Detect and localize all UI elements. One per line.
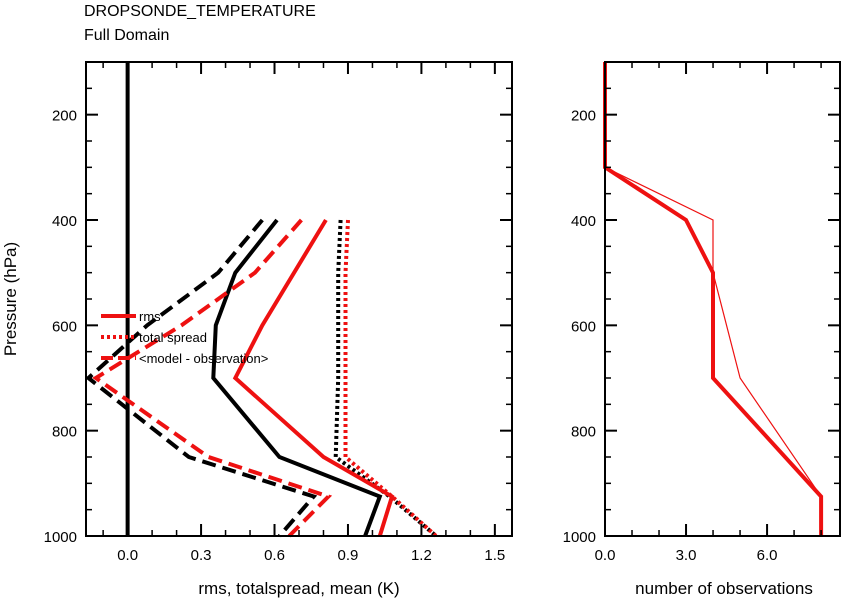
x-tick-label: 0.3 (191, 547, 212, 564)
right-plot-frame (604, 61, 841, 537)
y-tick-label: 600 (52, 318, 77, 335)
legend-label-0: rms (139, 309, 161, 324)
left-series-group (85, 62, 438, 538)
left-ticks: 200 400 600 800 1000 0.0 0.3 0.6 0.9 1.2 1.5 (44, 62, 512, 564)
y-tick-label: 400 (571, 213, 596, 230)
series-line-0-2 (85, 218, 318, 538)
right-x-axis-label: number of observations (635, 579, 813, 598)
y-tick-label: 400 (52, 213, 77, 230)
chart-title: DROPSONDE_TEMPERATURE (84, 3, 316, 20)
x-tick-label: 6.0 (757, 547, 778, 564)
series-line-1-0 (603, 62, 824, 536)
y-tick-label: 1000 (563, 529, 596, 546)
y-tick-label: 800 (52, 424, 77, 441)
legend-label-1: total spread (139, 330, 207, 345)
chart-subtitle: Full Domain (84, 27, 169, 44)
x-tick-label: 3.0 (676, 547, 697, 564)
x-tick-label: 1.2 (411, 547, 432, 564)
y-tick-label: 1000 (44, 529, 77, 546)
right-series-group (603, 62, 824, 536)
legend: rms total spread <model - observation> (101, 309, 268, 366)
x-tick-label: 0.9 (338, 547, 359, 564)
series-line-0-3 (232, 218, 395, 537)
x-tick-label: 0.6 (264, 547, 285, 564)
legend-label-2: <model - observation> (139, 351, 268, 366)
y-tick-label: 200 (571, 108, 596, 125)
series-line-0-1 (333, 219, 438, 538)
x-tick-label: 0.0 (117, 547, 138, 564)
x-tick-label: 1.5 (484, 547, 505, 564)
x-tick-label: 0.0 (595, 547, 616, 564)
y-tick-label: 800 (571, 424, 596, 441)
series-line-0-0 (211, 218, 383, 537)
y-tick-label: 200 (52, 108, 77, 125)
left-x-axis-label: rms, totalspread, mean (K) (198, 579, 399, 598)
series-line-0-5 (92, 218, 333, 538)
y-tick-label: 600 (571, 318, 596, 335)
series-line-0-4 (343, 219, 438, 538)
left-panel: 200 400 600 800 1000 0.0 0.3 0.6 0.9 1.2 1.5 rms to… (1, 61, 513, 598)
y-axis-label: Pressure (hPa) (1, 242, 20, 356)
